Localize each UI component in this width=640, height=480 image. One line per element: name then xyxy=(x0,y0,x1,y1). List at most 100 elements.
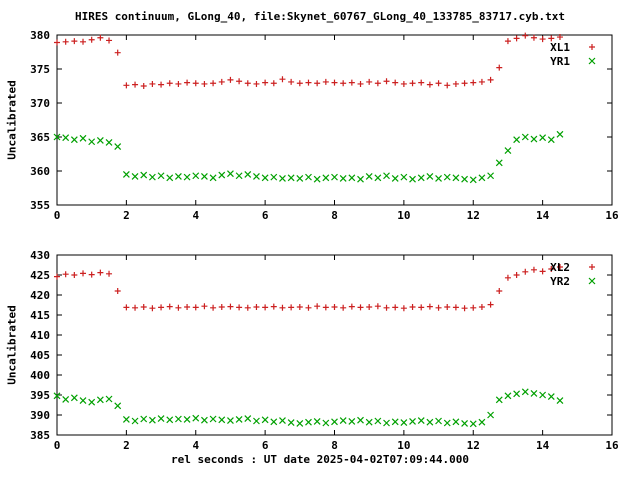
marker-cross xyxy=(235,415,243,423)
marker-cross xyxy=(261,174,269,182)
marker-plus xyxy=(418,79,425,86)
marker-cross xyxy=(521,388,529,396)
x-tick-label: 8 xyxy=(331,439,338,452)
marker-cross xyxy=(305,418,312,426)
marker-plus xyxy=(140,304,147,310)
marker-plus xyxy=(322,304,329,311)
marker-cross xyxy=(166,174,174,182)
marker-plus xyxy=(470,304,477,311)
marker-plus xyxy=(426,81,433,88)
marker-plus xyxy=(331,304,338,310)
marker-cross xyxy=(114,402,122,410)
marker-cross xyxy=(339,417,347,425)
marker-plus xyxy=(392,304,399,311)
y-tick-label: 390 xyxy=(30,409,50,422)
marker-cross xyxy=(469,176,477,184)
marker-plus xyxy=(496,64,503,71)
marker-cross xyxy=(391,175,399,182)
marker-cross xyxy=(88,138,96,146)
marker-cross xyxy=(296,175,304,182)
y-tick-label: 375 xyxy=(30,63,50,76)
marker-plus xyxy=(218,304,225,310)
marker-plus xyxy=(296,80,303,87)
marker-plus xyxy=(270,80,277,87)
marker-cross xyxy=(461,419,469,427)
marker-plus xyxy=(340,304,347,311)
marker-plus xyxy=(374,80,381,87)
marker-plus xyxy=(435,80,442,87)
marker-cross xyxy=(200,416,208,424)
y-tick-label: 400 xyxy=(30,369,50,382)
marker-cross xyxy=(79,134,87,142)
marker-plus xyxy=(478,78,485,85)
marker-plus xyxy=(392,79,399,86)
marker-plus xyxy=(88,36,95,43)
marker-plus xyxy=(357,80,364,87)
marker-cross xyxy=(218,171,226,179)
marker-plus xyxy=(253,304,260,310)
marker-plus xyxy=(548,35,555,42)
marker-plus xyxy=(62,38,69,45)
marker-plus xyxy=(348,79,355,86)
marker-plus xyxy=(192,80,199,87)
marker-cross xyxy=(53,392,61,400)
marker-cross xyxy=(365,173,373,180)
y-tick-label: 420 xyxy=(30,289,50,302)
marker-cross xyxy=(339,175,347,182)
marker-plus xyxy=(556,264,563,270)
marker-cross xyxy=(157,415,165,423)
marker-cross xyxy=(279,417,286,425)
marker-cross xyxy=(53,133,61,141)
marker-plus xyxy=(288,78,295,85)
x-tick-label: 8 xyxy=(331,209,338,222)
marker-plus xyxy=(348,303,355,310)
marker-cross xyxy=(131,417,139,425)
y-tick-label: 405 xyxy=(30,349,50,362)
marker-cross xyxy=(461,175,469,183)
marker-plus xyxy=(513,272,520,278)
marker-plus xyxy=(132,81,139,88)
marker-cross xyxy=(539,134,547,142)
marker-cross xyxy=(443,173,451,181)
marker-cross xyxy=(513,390,521,398)
x-tick-label: 4 xyxy=(192,209,199,222)
marker-cross xyxy=(183,173,191,181)
y-tick-label: 430 xyxy=(30,249,50,262)
marker-plus xyxy=(80,270,87,277)
marker-plus xyxy=(504,274,511,281)
marker-cross xyxy=(357,416,364,424)
marker-cross xyxy=(209,415,217,423)
marker-plus xyxy=(88,271,95,278)
marker-cross xyxy=(279,175,286,182)
marker-cross xyxy=(417,417,425,425)
legend-marker-YR2 xyxy=(588,277,596,285)
marker-plus xyxy=(366,78,373,85)
marker-plus xyxy=(305,304,312,311)
marker-cross xyxy=(79,397,87,405)
marker-cross xyxy=(504,147,512,155)
marker-cross xyxy=(374,417,382,425)
marker-cross xyxy=(235,172,243,180)
marker-cross xyxy=(227,170,234,178)
marker-plus xyxy=(504,38,511,45)
marker-plus xyxy=(106,270,113,277)
marker-cross xyxy=(305,173,312,181)
marker-cross xyxy=(105,139,113,146)
marker-plus xyxy=(383,304,390,311)
marker-plus xyxy=(452,304,459,311)
x-tick-label: 14 xyxy=(536,439,550,452)
marker-plus xyxy=(279,76,286,83)
marker-plus xyxy=(54,39,60,46)
marker-cross xyxy=(183,415,191,423)
marker-plus xyxy=(97,34,104,41)
marker-plus xyxy=(140,83,147,89)
marker-plus xyxy=(97,269,104,276)
marker-plus xyxy=(487,301,494,308)
marker-cross xyxy=(140,415,148,423)
marker-cross xyxy=(166,416,174,424)
marker-plus xyxy=(409,304,416,310)
marker-plus xyxy=(357,304,364,311)
marker-cross xyxy=(140,171,148,179)
marker-plus xyxy=(513,35,520,42)
